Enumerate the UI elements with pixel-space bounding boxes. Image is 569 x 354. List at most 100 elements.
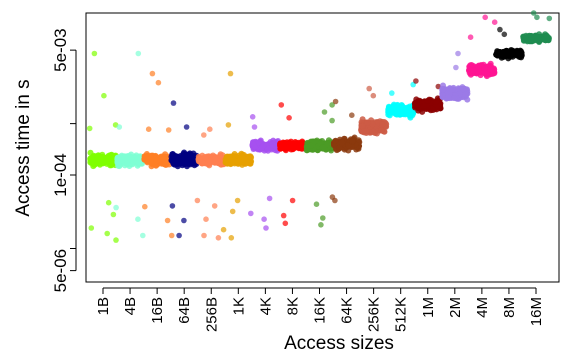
point [250,141,257,148]
point [170,152,177,159]
point [507,53,514,60]
point [96,159,103,166]
outlier-point [91,50,98,57]
series-4M [466,14,498,80]
outlier-point [228,235,235,241]
x-tick-label: 16K [312,297,329,324]
x-tick-label: 1M [420,297,437,318]
point [160,156,167,163]
outlier-point [142,203,148,210]
outlier-point [194,197,201,204]
point [360,128,367,135]
series-256B [194,126,227,241]
point [277,141,284,148]
point [345,142,352,149]
outlier-point [501,31,508,38]
outlier-point [286,115,292,121]
outlier-point [168,232,175,239]
outlier-point [110,211,117,218]
point [295,141,302,148]
x-tick-label: 8M [501,297,518,318]
outlier-point [282,220,289,227]
point [448,86,455,93]
outlier-point [104,230,110,237]
outlier-point [313,201,320,207]
point [369,128,376,135]
point [130,158,137,165]
outlier-point [321,109,328,115]
point [455,85,462,92]
point [394,109,401,116]
point [245,159,252,166]
point [227,156,234,163]
x-tick-label: 1K [230,297,247,315]
series-16B [141,70,175,239]
series-64B [168,100,200,239]
data-points [86,10,553,243]
point [379,121,386,128]
point [369,121,376,128]
outlier-point [181,217,187,224]
point [124,160,131,167]
outlier-point [278,102,285,108]
x-tick-label: 64K [339,297,356,324]
series-4B [113,50,146,239]
outlier-point [225,122,232,128]
x-tick-label: 4M [474,297,491,318]
x-axis-label: Access sizes [284,333,394,354]
point [202,154,209,161]
series-512K [385,81,417,121]
outlier-point [280,212,287,219]
point [349,137,356,144]
outlier-point [249,114,256,120]
point [153,162,159,169]
point [517,48,524,55]
outlier-point [261,216,267,222]
point [475,63,482,70]
point [528,33,535,40]
point [364,119,371,126]
outlier-point [413,78,419,84]
point [394,101,401,108]
outlier-point [220,226,227,233]
outlier-point [248,210,254,217]
point [451,95,458,102]
series-2M [439,50,471,103]
outlier-point [201,132,207,138]
point [445,94,452,101]
x-tick-label: 256K [366,297,383,332]
x-tick-label: 64B [176,297,193,324]
outlier-point [389,90,395,96]
point [121,154,128,161]
x-tick-label: 256B [203,297,220,332]
outlier-point [88,225,95,231]
outlier-point [229,208,236,215]
point [88,155,95,162]
outlier-point [234,197,241,204]
point [105,152,112,159]
point [339,139,346,146]
series-1B [86,50,119,243]
outlier-point [453,64,459,71]
point [460,86,467,92]
outlier-point [211,203,218,209]
point [206,157,213,164]
point [464,96,471,103]
x-tick-label: 16B [149,297,166,324]
point [258,144,265,151]
outlier-point [165,127,172,133]
outlier-point [332,197,338,204]
outlier-point [266,195,273,202]
outlier-point [113,204,119,211]
x-tick-label: 4K [257,297,274,315]
outlier-point [251,124,258,130]
point [308,142,314,149]
outlier-point [86,125,93,132]
outlier-point [164,217,171,224]
outlier-point [101,92,107,99]
outlier-point [203,216,209,222]
point [386,104,392,111]
series-1M [411,78,444,115]
point [212,155,219,162]
point [148,155,154,162]
